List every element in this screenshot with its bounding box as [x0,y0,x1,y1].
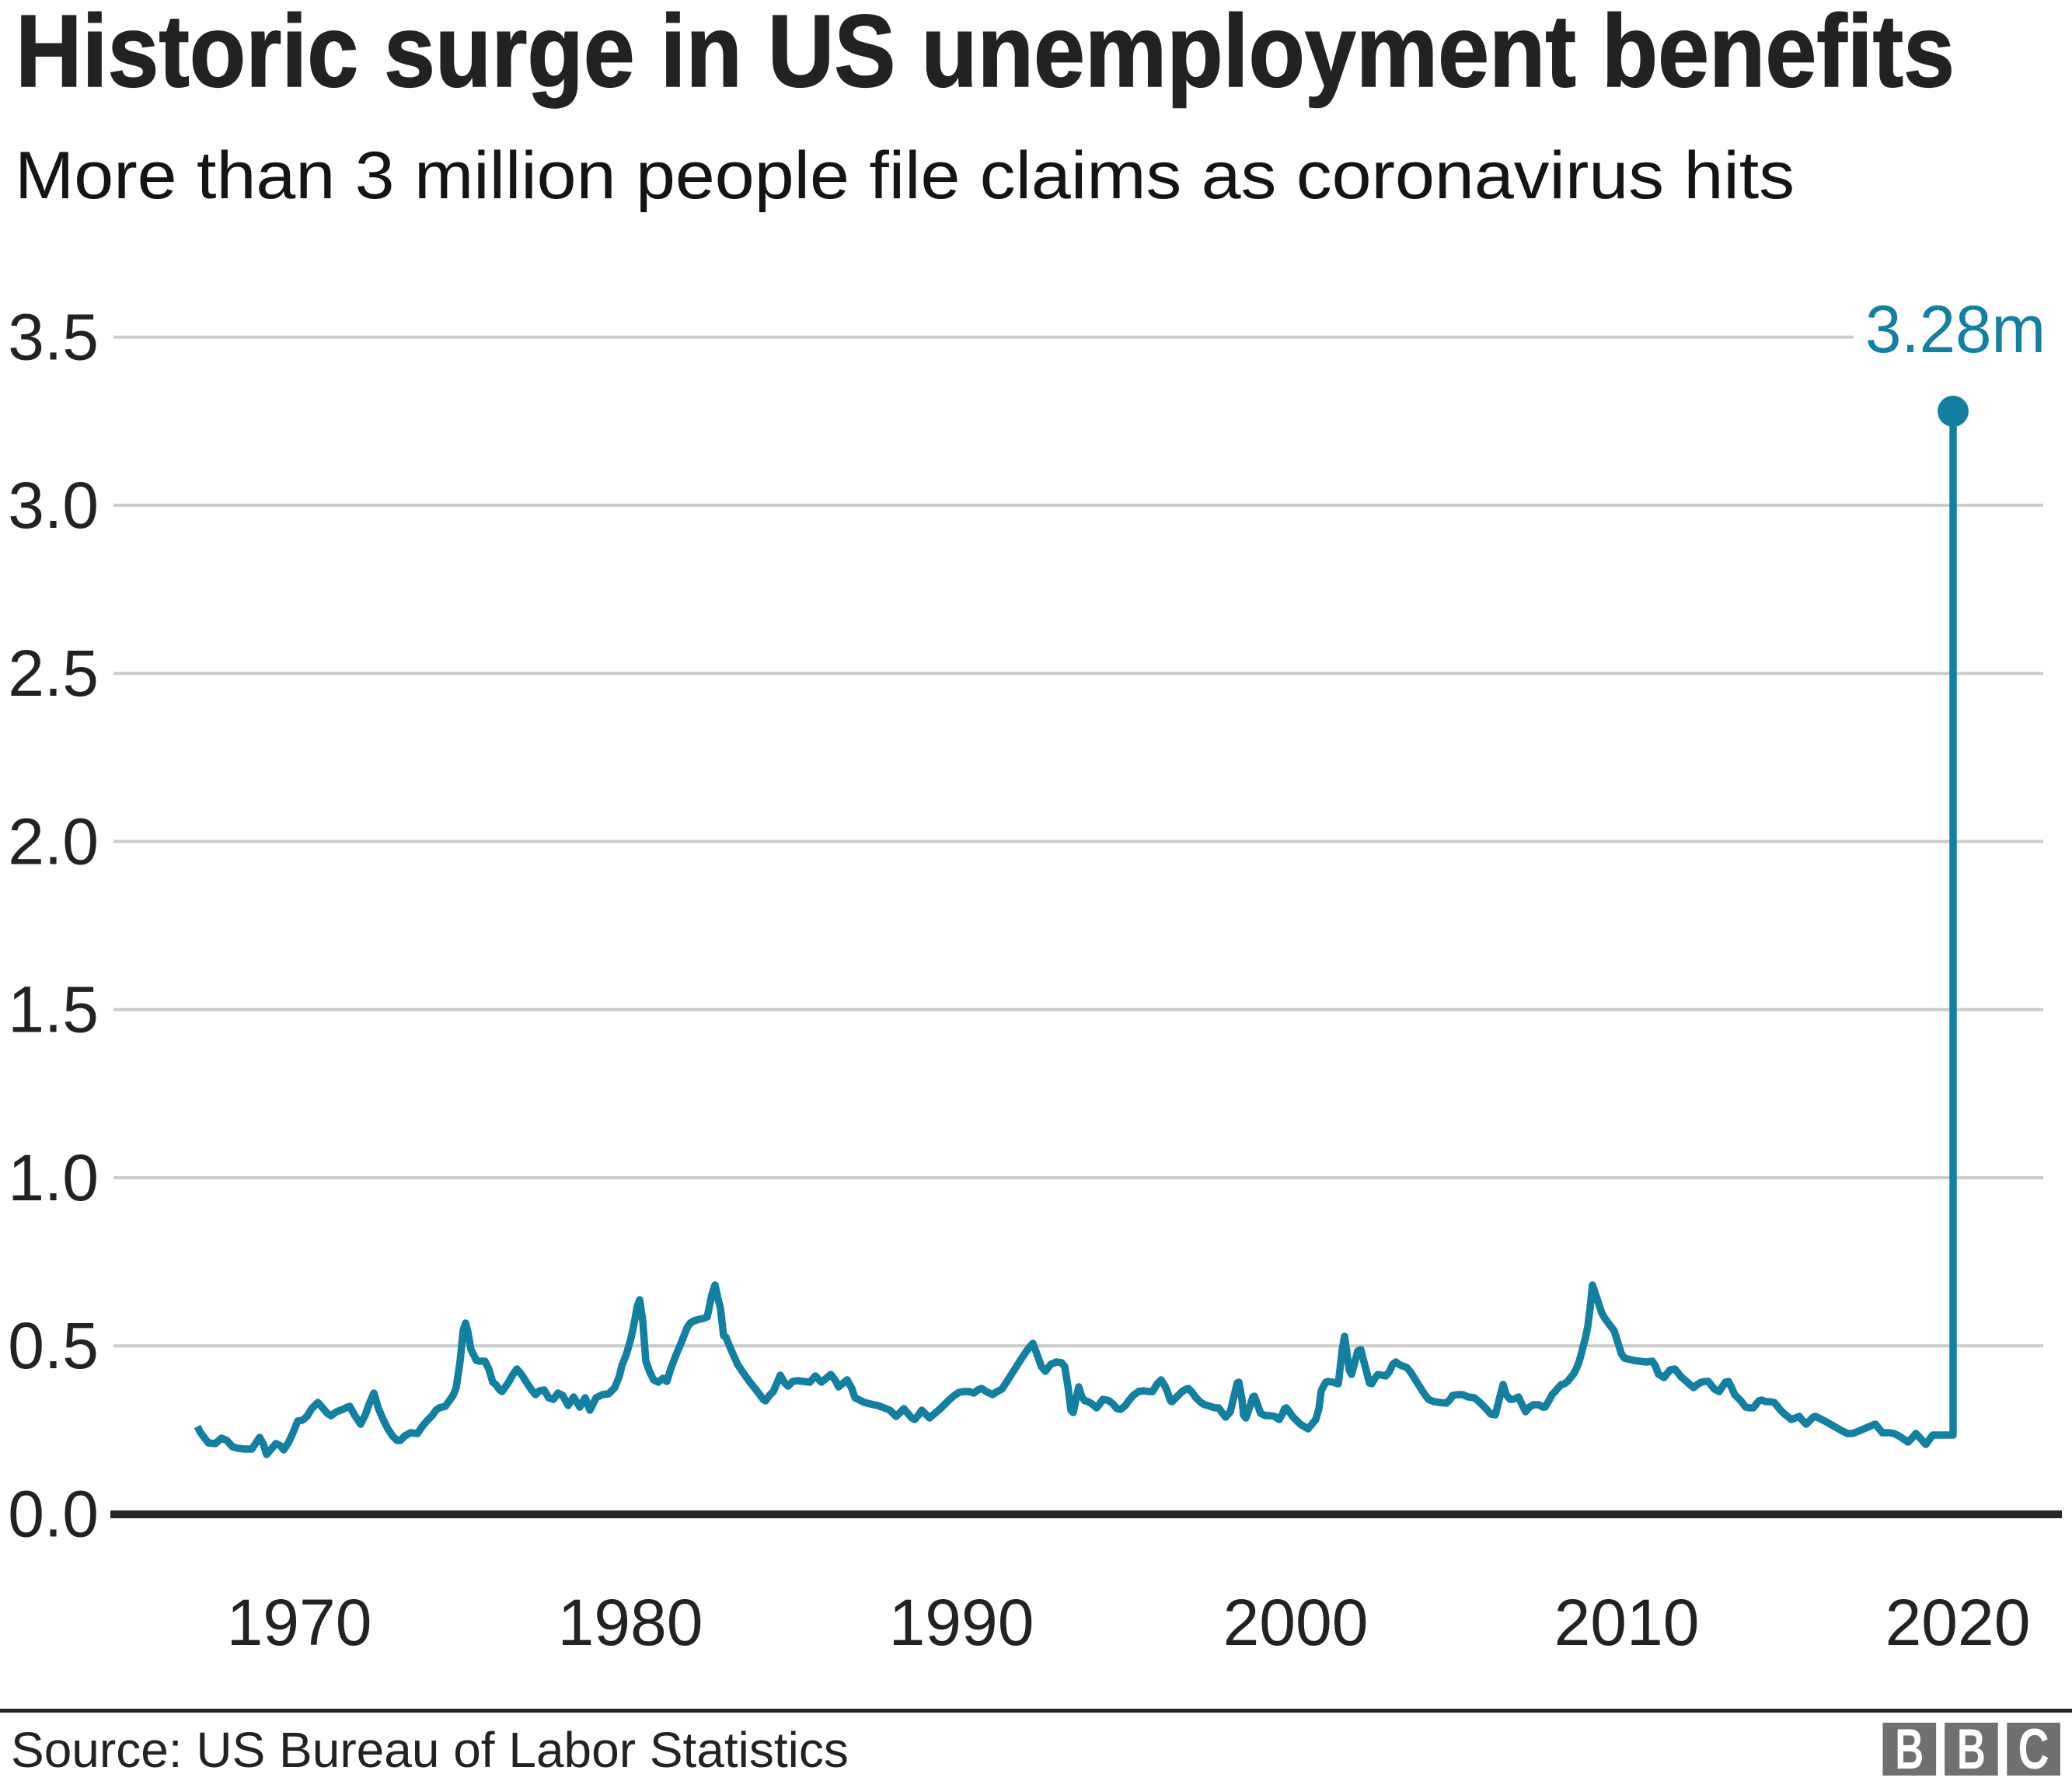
svg-text:3.5: 3.5 [8,301,99,374]
svg-text:Historic surge in US unemploym: Historic surge in US unemployment benefi… [16,0,1955,108]
svg-text:1.5: 1.5 [8,973,99,1046]
svg-text:1980: 1980 [558,1586,703,1659]
svg-text:B: B [1957,1718,1986,1781]
svg-text:2.5: 2.5 [8,637,99,710]
svg-text:2000: 2000 [1223,1586,1369,1659]
svg-text:1970: 1970 [227,1586,372,1659]
svg-text:0.0: 0.0 [8,1478,99,1551]
svg-text:3.0: 3.0 [8,469,99,542]
svg-text:2.0: 2.0 [8,805,99,878]
svg-text:B: B [1895,1718,1924,1781]
svg-text:2020: 2020 [1885,1586,2031,1659]
svg-text:More than 3 million people fil: More than 3 million people file claims a… [15,138,1795,213]
svg-text:0.5: 0.5 [8,1309,99,1382]
svg-text:2010: 2010 [1554,1586,1700,1659]
svg-text:Source: US Bureau of Labor Sta: Source: US Bureau of Labor Statistics [11,1722,849,1778]
svg-text:3.28m: 3.28m [1865,292,2046,367]
svg-text:1990: 1990 [889,1586,1034,1659]
svg-text:C: C [2018,1718,2049,1781]
svg-text:1.0: 1.0 [8,1141,99,1214]
